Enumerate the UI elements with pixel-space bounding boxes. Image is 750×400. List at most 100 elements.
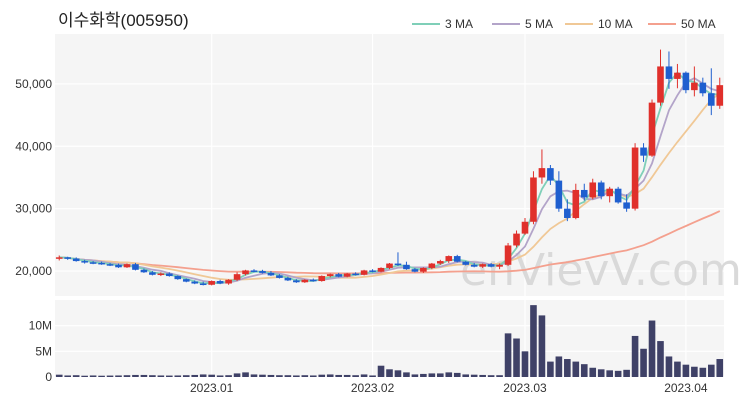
volume-bar bbox=[369, 375, 376, 377]
candle-body bbox=[631, 147, 639, 209]
volume-bar bbox=[55, 374, 63, 377]
volume-bar bbox=[707, 364, 715, 377]
candle-body bbox=[276, 275, 283, 278]
candle-body bbox=[479, 264, 486, 267]
candle-body bbox=[174, 276, 182, 280]
volume-bar bbox=[572, 361, 580, 377]
volume-bar bbox=[470, 374, 478, 377]
volume-bar bbox=[623, 369, 630, 377]
volume-bar bbox=[589, 367, 597, 377]
candle-body bbox=[564, 208, 571, 219]
volume-bar bbox=[259, 374, 266, 377]
legend: 3 MA 5 MA 10 MA 50 MA bbox=[412, 17, 716, 31]
candles bbox=[55, 49, 724, 286]
volume-bar bbox=[674, 361, 681, 377]
volume-bar bbox=[411, 374, 419, 377]
volume-bar bbox=[682, 364, 690, 377]
volume-bar bbox=[318, 374, 326, 377]
volume-bar bbox=[352, 375, 359, 377]
volume-plot-background bbox=[55, 300, 724, 377]
volume-bar bbox=[225, 375, 232, 377]
volume-bar bbox=[233, 373, 241, 377]
x-tick-label: 2023.04 bbox=[664, 381, 708, 395]
volume-bar bbox=[716, 359, 724, 377]
candle-body bbox=[106, 264, 114, 266]
volume-bar bbox=[496, 375, 503, 377]
x-tick-label: 2023.02 bbox=[351, 381, 395, 395]
candle-body bbox=[335, 274, 342, 277]
candle-body bbox=[64, 257, 72, 259]
candle-body bbox=[707, 93, 715, 106]
volume-bar bbox=[301, 375, 309, 377]
legend-label-ma10: 10 MA bbox=[598, 17, 633, 31]
volume-bar bbox=[149, 375, 156, 377]
candle-body bbox=[640, 147, 647, 156]
candle-body bbox=[318, 276, 326, 282]
legend-label-ma3: 3 MA bbox=[445, 17, 473, 31]
volume-bar bbox=[521, 351, 529, 377]
volume-bar bbox=[530, 305, 537, 377]
volume-bar bbox=[293, 375, 300, 377]
volume-bar bbox=[691, 366, 698, 377]
volume-tick-label: 5M bbox=[35, 344, 52, 358]
x-tick-label: 2023.03 bbox=[503, 381, 547, 395]
volume-bar bbox=[462, 374, 470, 377]
candle-body bbox=[242, 270, 249, 275]
candle-body bbox=[648, 102, 656, 156]
volume-bar bbox=[360, 374, 368, 377]
volume-axis: 0 5M 10M bbox=[29, 319, 53, 384]
volume-bar bbox=[216, 375, 224, 377]
candle-body bbox=[89, 262, 97, 264]
candle-body bbox=[72, 258, 80, 262]
candle-body bbox=[140, 269, 148, 273]
volume-bar bbox=[284, 375, 292, 377]
candle-body bbox=[81, 261, 88, 263]
candle-body bbox=[470, 264, 478, 267]
candle-body bbox=[123, 264, 131, 268]
volume-bar bbox=[174, 375, 182, 377]
candle-body bbox=[149, 272, 156, 275]
volume-bar bbox=[132, 374, 139, 377]
candle-body bbox=[699, 82, 707, 94]
candle-body bbox=[284, 277, 292, 281]
candle-body bbox=[691, 82, 698, 91]
volume-bar bbox=[403, 372, 410, 377]
candle-body bbox=[572, 189, 580, 219]
candle-body bbox=[623, 202, 630, 209]
candle-body bbox=[589, 182, 597, 198]
candle-body bbox=[445, 256, 453, 262]
candle-body bbox=[437, 261, 444, 264]
volume-bar bbox=[538, 315, 546, 377]
volume-bar bbox=[208, 374, 215, 377]
candle-body bbox=[386, 263, 393, 268]
x-tick-label: 2023.01 bbox=[190, 381, 234, 395]
candle-body bbox=[597, 182, 605, 197]
volume-tick-label: 0 bbox=[45, 370, 52, 384]
volume-bar bbox=[64, 375, 72, 377]
candle-body bbox=[462, 261, 470, 265]
legend-label-ma5: 5 MA bbox=[525, 17, 553, 31]
volume-bar bbox=[597, 369, 605, 377]
candle-body bbox=[504, 245, 512, 265]
volume-bar bbox=[98, 375, 105, 377]
candle-body bbox=[233, 274, 241, 280]
volume-bar bbox=[479, 374, 486, 377]
candle-body bbox=[250, 270, 258, 272]
volume-bar bbox=[250, 374, 258, 377]
candle-body bbox=[352, 273, 359, 276]
candle-body bbox=[496, 264, 503, 267]
price-tick-label: 40,000 bbox=[15, 139, 52, 153]
grid bbox=[55, 34, 724, 378]
candle-body bbox=[614, 188, 622, 203]
candle-body bbox=[453, 256, 461, 262]
volume-bar bbox=[386, 369, 393, 377]
volume-tick-label: 10M bbox=[29, 319, 52, 333]
candle-body bbox=[216, 281, 224, 284]
volume-bars bbox=[55, 305, 724, 377]
volume-bar bbox=[504, 333, 512, 377]
candle-body bbox=[132, 264, 139, 270]
volume-bar bbox=[420, 373, 427, 377]
volume-bar bbox=[309, 375, 317, 377]
candle-body bbox=[513, 233, 520, 246]
